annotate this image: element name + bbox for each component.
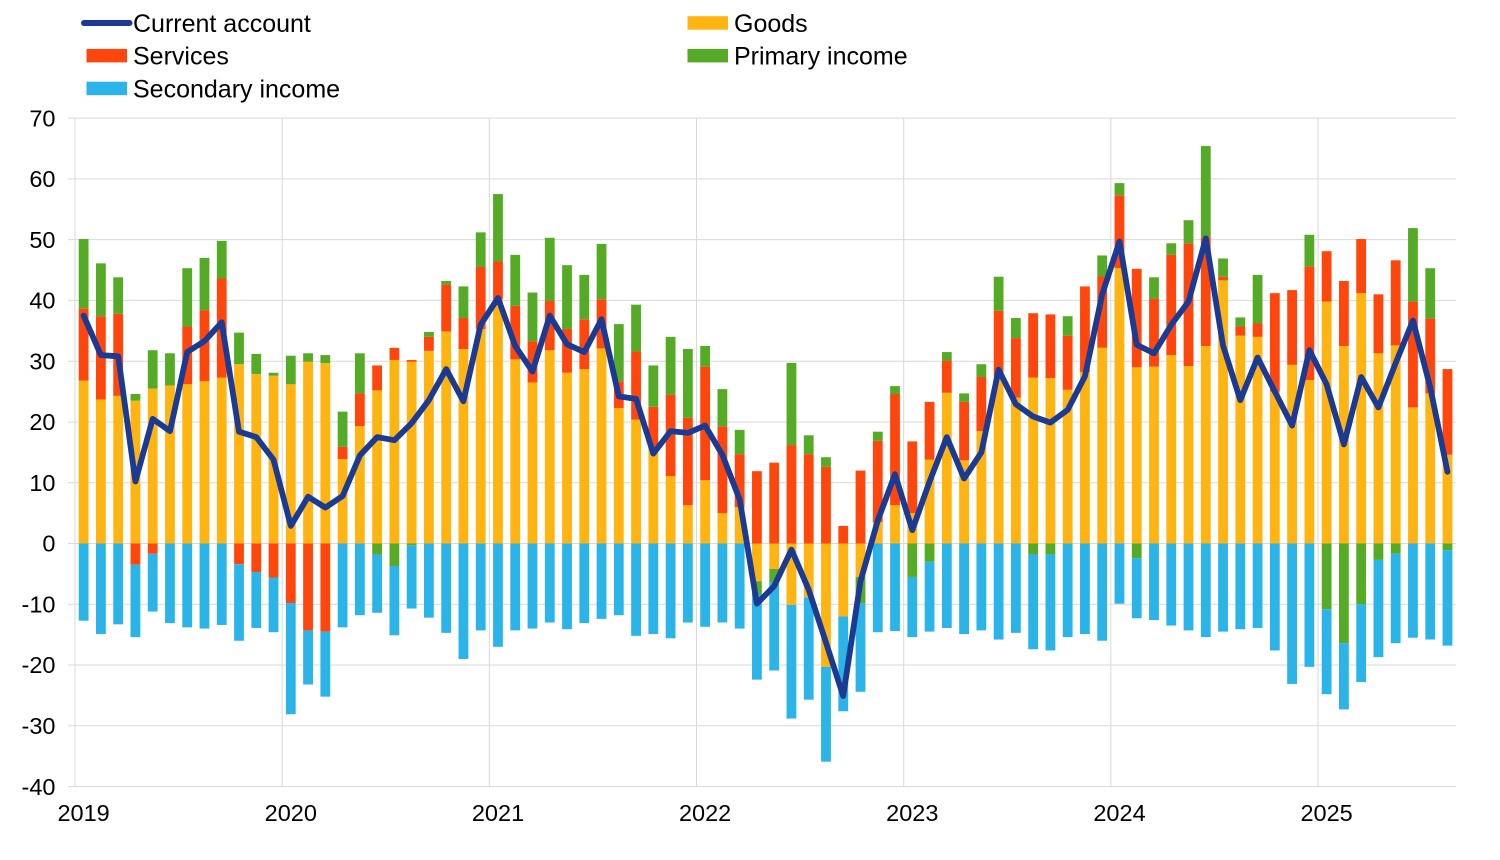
svg-text:2025: 2025 (1300, 800, 1352, 826)
svg-text:Current account: Current account (133, 10, 311, 38)
svg-text:40: 40 (29, 288, 55, 314)
svg-text:2022: 2022 (679, 800, 731, 826)
svg-text:30: 30 (29, 348, 55, 374)
svg-text:60: 60 (29, 166, 55, 192)
svg-text:-10: -10 (22, 592, 56, 618)
svg-text:50: 50 (29, 227, 55, 253)
svg-text:-30: -30 (22, 713, 56, 739)
svg-text:10: 10 (29, 470, 55, 496)
svg-text:2023: 2023 (886, 800, 938, 826)
svg-text:-40: -40 (22, 774, 56, 800)
svg-text:-20: -20 (22, 652, 56, 678)
svg-text:20: 20 (29, 409, 55, 435)
svg-text:Primary income: Primary income (734, 43, 908, 71)
svg-text:2019: 2019 (57, 800, 109, 826)
svg-text:2020: 2020 (265, 800, 317, 826)
svg-text:Secondary income: Secondary income (133, 76, 340, 104)
svg-text:70: 70 (29, 105, 55, 131)
svg-text:0: 0 (42, 531, 55, 557)
svg-text:Services: Services (133, 43, 229, 71)
svg-text:Goods: Goods (734, 10, 808, 38)
svg-text:2024: 2024 (1093, 800, 1145, 826)
svg-text:2021: 2021 (472, 800, 524, 826)
